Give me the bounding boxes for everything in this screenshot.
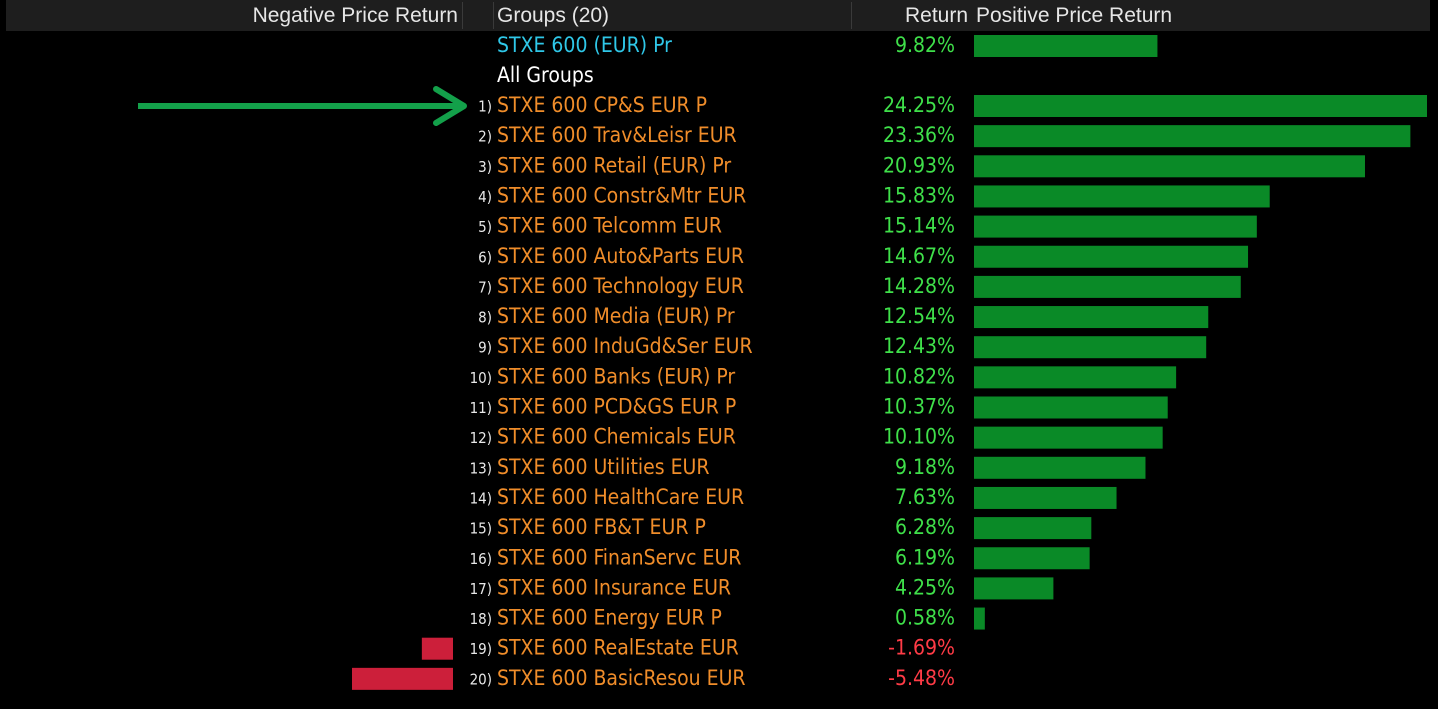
return-value-label: 15.14% — [883, 214, 955, 238]
groups-header[interactable]: Groups (20) — [497, 4, 610, 27]
return-value-label: 7.63% — [895, 485, 955, 509]
positive-return-header[interactable]: Positive Price Return — [976, 4, 1173, 27]
group-name: STXE 600 Retail (EUR) Pr — [497, 153, 731, 177]
group-name: STXE 600 Chemicals EUR — [497, 425, 736, 449]
header-bar — [6, 0, 1430, 31]
positive-return-bar — [974, 245, 1249, 268]
return-value-label: 12.54% — [883, 304, 955, 328]
group-name: STXE 600 Telcomm EUR — [497, 214, 722, 238]
rank-label: 20) — [470, 670, 492, 688]
group-name: STXE 600 Auto&Parts EUR — [497, 244, 744, 268]
positive-return-bar — [974, 275, 1241, 298]
positive-return-bar — [974, 306, 1209, 329]
group-name: STXE 600 Insurance EUR — [497, 575, 731, 599]
group-name: STXE 600 HealthCare EUR — [497, 485, 744, 509]
group-name: STXE 600 CP&S EUR P — [497, 93, 707, 117]
rank-label: 2) — [478, 128, 492, 146]
group-name: STXE 600 Media (EUR) Pr — [497, 304, 735, 328]
negative-return-header[interactable]: Negative Price Return — [252, 4, 458, 27]
return-header[interactable]: Return — [904, 4, 968, 27]
annotation-arrow-icon — [138, 86, 467, 126]
benchmark-bar — [974, 35, 1158, 57]
rank-label: 6) — [478, 248, 492, 266]
positive-return-bar — [974, 366, 1177, 389]
rank-label: 17) — [470, 580, 492, 598]
return-value-label: -5.48% — [888, 666, 955, 690]
positive-return-bar — [974, 396, 1168, 419]
positive-return-bar — [974, 185, 1270, 208]
rank-label: 5) — [478, 218, 492, 236]
rank-label: 15) — [470, 520, 492, 538]
rank-label: 16) — [470, 550, 492, 568]
return-value-label: 20.93% — [883, 153, 955, 177]
group-name: STXE 600 Constr&Mtr EUR — [497, 183, 746, 207]
positive-return-bar — [974, 456, 1146, 479]
positive-return-bar — [974, 547, 1090, 570]
rank-label: 3) — [478, 158, 492, 176]
benchmark-value-label: 9.82% — [895, 33, 955, 57]
return-value-label: 6.28% — [895, 515, 955, 539]
positive-return-bar — [974, 607, 985, 630]
group-name: STXE 600 FB&T EUR P — [497, 515, 706, 539]
return-value-label: 10.82% — [883, 364, 955, 388]
return-value-label: 12.43% — [883, 334, 955, 358]
return-value-label: 23.36% — [883, 123, 955, 147]
return-value-label: 6.19% — [895, 545, 955, 569]
header-separator — [851, 2, 852, 29]
group-name: STXE 600 Banks (EUR) Pr — [497, 364, 735, 388]
rank-label: 4) — [478, 188, 492, 206]
rank-label: 9) — [478, 339, 492, 357]
rank-label: 8) — [478, 309, 492, 327]
rank-label: 13) — [470, 459, 492, 477]
group-name: STXE 600 BasicResou EUR — [497, 666, 746, 690]
return-value-label: 10.37% — [883, 395, 955, 419]
negative-return-bar — [421, 637, 453, 660]
group-name: STXE 600 Energy EUR P — [497, 606, 722, 630]
group-name: STXE 600 Trav&Leisr EUR — [497, 123, 737, 147]
rank-label: 1) — [478, 98, 492, 116]
negative-return-bar — [352, 667, 453, 690]
header-separator — [493, 2, 494, 29]
rank-label: 14) — [470, 489, 492, 507]
rank-label: 12) — [470, 429, 492, 447]
return-value-label: 24.25% — [883, 93, 955, 117]
rank-label: 7) — [478, 278, 492, 296]
header-separator — [462, 2, 463, 29]
return-value-label: 14.28% — [883, 274, 955, 298]
group-name: STXE 600 PCD&GS EUR P — [497, 395, 736, 419]
return-value-label: -1.69% — [888, 636, 955, 660]
return-value-label: 10.10% — [883, 425, 955, 449]
group-name: STXE 600 Utilities EUR — [497, 455, 709, 479]
group-name: STXE 600 FinanServc EUR — [497, 545, 741, 569]
return-value-label: 9.18% — [895, 455, 955, 479]
positive-return-bar — [974, 215, 1257, 238]
benchmark-name: STXE 600 (EUR) Pr — [497, 33, 672, 57]
positive-return-bar — [974, 95, 1427, 117]
positive-return-bar — [974, 426, 1163, 449]
rank-label: 10) — [470, 369, 492, 387]
positive-return-bar — [974, 517, 1092, 540]
return-value-label: 14.67% — [883, 244, 955, 268]
rank-label: 19) — [470, 640, 492, 658]
positive-return-bar — [974, 336, 1207, 359]
return-value-label: 15.83% — [883, 183, 955, 207]
group-name: STXE 600 InduGd&Ser EUR — [497, 334, 753, 358]
rank-label: 11) — [470, 399, 492, 417]
group-name: STXE 600 Technology EUR — [497, 274, 744, 298]
all-groups-label: All Groups — [497, 63, 594, 87]
return-value-label: 0.58% — [895, 606, 955, 630]
return-value-label: 4.25% — [895, 575, 955, 599]
positive-return-bar — [974, 155, 1365, 178]
positive-return-bar — [974, 486, 1117, 509]
positive-return-bar — [974, 125, 1411, 148]
group-name: STXE 600 RealEstate EUR — [497, 636, 739, 660]
positive-return-bar — [974, 577, 1054, 600]
rank-label: 18) — [470, 610, 492, 628]
